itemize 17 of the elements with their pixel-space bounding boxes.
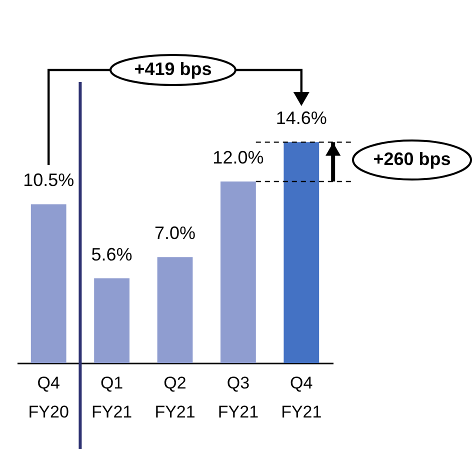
x-tick-label: Q3 FY21 [218,374,259,422]
data-label: 7.0% [154,223,196,244]
data-label: 10.5% [23,170,74,190]
data-label: 5.6% [91,244,132,264]
bar [30,204,66,363]
x-tick-label: Q2 FY21 [154,374,196,422]
text: +419 bps [134,59,212,79]
data-label: 14.6% [276,108,327,128]
x-tick-label: Q1 FY21 [91,374,132,422]
bar [157,257,193,363]
data-label: 12.0% [212,148,264,168]
bar [220,182,256,363]
x-tick-label: Q4 FY21 [281,374,322,422]
x-tick-label: Q4 FY20 [28,374,69,422]
text: +260 bps [373,149,451,169]
bar [284,142,320,363]
bar [94,278,130,363]
